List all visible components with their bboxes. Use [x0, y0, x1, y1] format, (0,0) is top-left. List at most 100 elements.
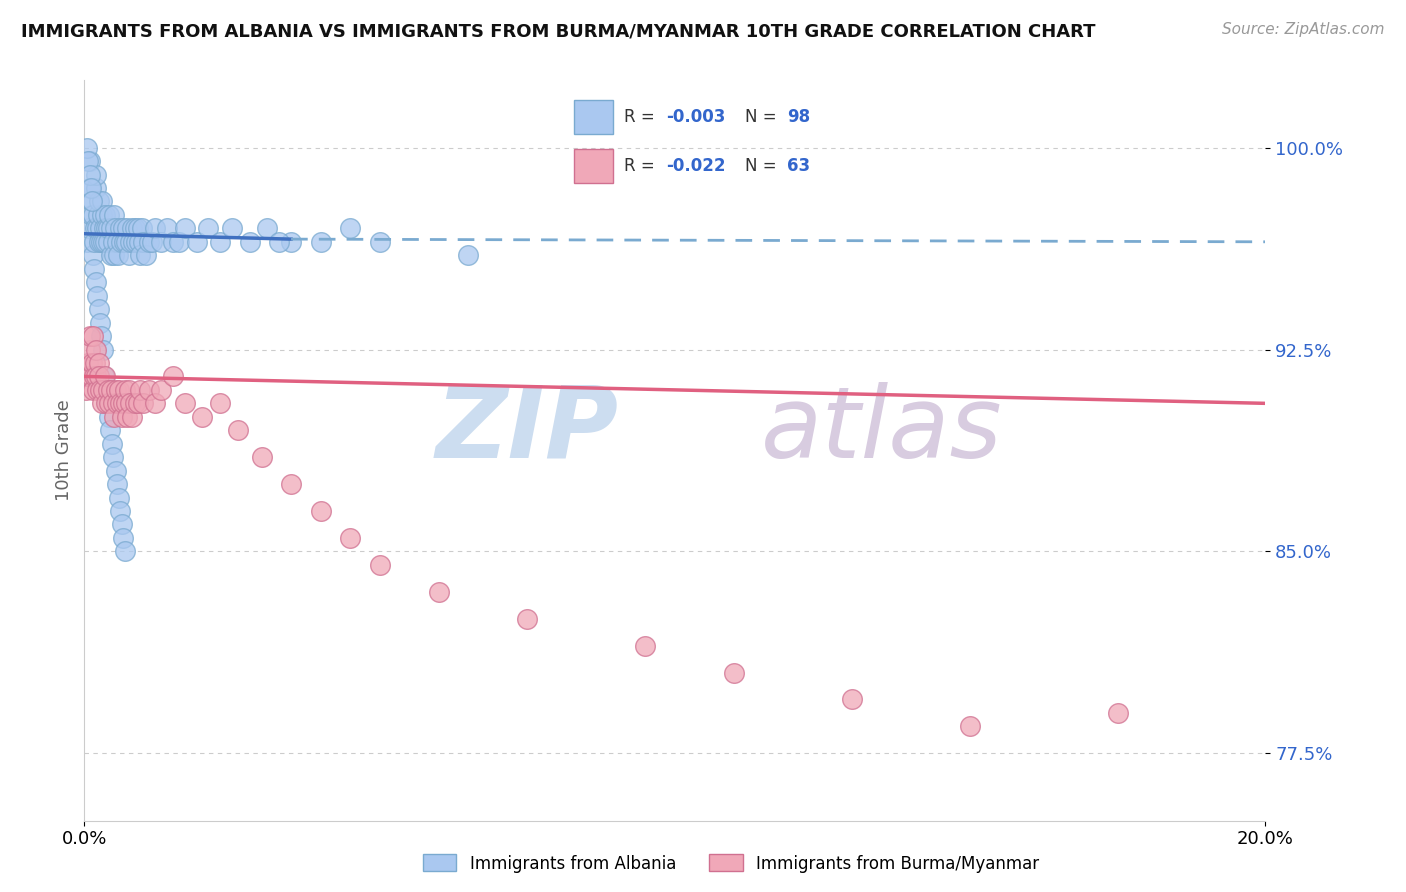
Point — [84, 343, 107, 357]
Point — [82, 248, 104, 262]
Point — [110, 504, 132, 518]
Point — [79, 168, 101, 182]
Point — [79, 329, 101, 343]
Point — [197, 221, 219, 235]
Point — [79, 154, 101, 169]
Point — [112, 235, 135, 249]
Y-axis label: 10th Grade: 10th Grade — [55, 400, 73, 501]
Point — [121, 409, 143, 424]
Point — [83, 369, 105, 384]
Point — [98, 208, 121, 222]
Point — [250, 450, 273, 465]
Legend: Immigrants from Albania, Immigrants from Burma/Myanmar: Immigrants from Albania, Immigrants from… — [416, 847, 1046, 880]
Point — [87, 356, 111, 370]
Point — [150, 383, 173, 397]
Point — [80, 356, 103, 370]
Point — [84, 181, 107, 195]
Point — [127, 396, 149, 410]
Point — [77, 369, 100, 384]
Bar — [574, 100, 613, 134]
Point — [221, 221, 243, 235]
Point — [103, 208, 125, 222]
Point — [118, 383, 141, 397]
Point — [114, 235, 136, 249]
Point — [90, 329, 112, 343]
Point — [104, 383, 127, 397]
Point — [107, 383, 129, 397]
Point — [162, 369, 184, 384]
Point — [93, 369, 115, 384]
Point — [86, 383, 108, 397]
Point — [117, 409, 139, 424]
Point — [368, 235, 391, 249]
Point — [91, 235, 114, 249]
Point — [959, 719, 981, 733]
Point — [150, 235, 173, 249]
Point — [96, 396, 118, 410]
Point — [114, 396, 136, 410]
Point — [90, 235, 112, 249]
Point — [98, 423, 121, 437]
Point — [634, 639, 657, 653]
Point — [156, 221, 179, 235]
Point — [239, 235, 262, 249]
Point — [75, 383, 97, 397]
Point — [309, 235, 332, 249]
Text: R =: R = — [624, 157, 661, 175]
Point — [138, 383, 160, 397]
Point — [82, 208, 104, 222]
Point — [93, 221, 115, 235]
Point — [94, 369, 117, 384]
Point — [84, 275, 107, 289]
Text: IMMIGRANTS FROM ALBANIA VS IMMIGRANTS FROM BURMA/MYANMAR 10TH GRADE CORRELATION : IMMIGRANTS FROM ALBANIA VS IMMIGRANTS FR… — [21, 22, 1095, 40]
Point — [86, 288, 108, 302]
Point — [129, 248, 152, 262]
Point — [98, 396, 121, 410]
Point — [143, 221, 166, 235]
Text: 98: 98 — [787, 108, 810, 126]
Point — [120, 235, 142, 249]
Point — [368, 558, 391, 572]
Text: N =: N = — [745, 108, 782, 126]
Point — [97, 221, 120, 235]
Point — [89, 221, 111, 235]
Point — [107, 491, 129, 505]
Point — [103, 248, 125, 262]
Point — [94, 383, 117, 397]
Point — [115, 221, 138, 235]
Point — [173, 396, 195, 410]
Point — [83, 261, 105, 276]
Point — [101, 396, 124, 410]
Point — [138, 235, 160, 249]
Point — [87, 208, 110, 222]
Point — [101, 235, 124, 249]
Point — [97, 235, 120, 249]
Point — [82, 383, 104, 397]
Point — [124, 396, 146, 410]
Point — [107, 477, 129, 491]
Point — [87, 302, 110, 317]
Point — [104, 221, 127, 235]
Point — [108, 221, 131, 235]
Point — [112, 531, 135, 545]
Point — [89, 383, 111, 397]
Point — [841, 692, 863, 706]
Point — [107, 248, 129, 262]
Point — [86, 221, 108, 235]
Point — [124, 221, 146, 235]
Point — [91, 208, 114, 222]
Point — [105, 235, 128, 249]
Point — [186, 235, 208, 249]
Point — [173, 221, 195, 235]
Point — [91, 343, 114, 357]
Point — [209, 235, 232, 249]
Point — [132, 396, 155, 410]
Point — [97, 383, 120, 397]
Point — [80, 208, 103, 222]
Point — [91, 383, 114, 397]
Point — [80, 194, 103, 209]
Point — [162, 235, 184, 249]
Point — [77, 221, 100, 235]
Point — [96, 221, 118, 235]
Point — [104, 464, 127, 478]
